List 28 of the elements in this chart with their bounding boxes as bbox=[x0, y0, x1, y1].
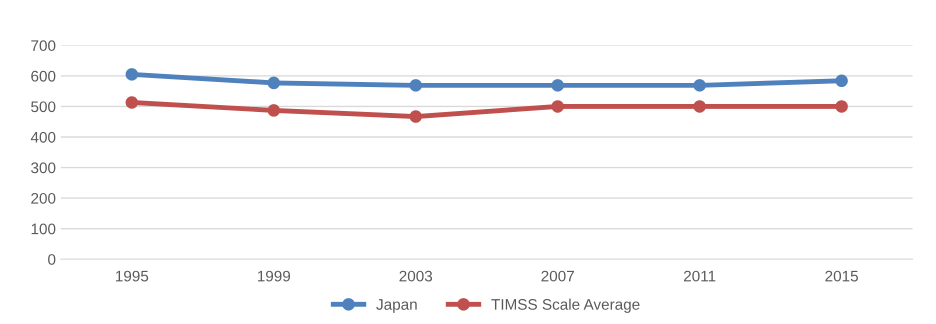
point bbox=[693, 79, 706, 92]
point bbox=[693, 100, 706, 113]
x-tick-label: 2007 bbox=[541, 270, 574, 282]
point bbox=[551, 79, 564, 92]
y-tick-label: 600 bbox=[31, 70, 56, 82]
x-tick-label: 2003 bbox=[400, 270, 432, 282]
point bbox=[126, 96, 138, 109]
point bbox=[409, 110, 422, 123]
point bbox=[551, 100, 564, 113]
y-tick-label: 0 bbox=[48, 254, 56, 265]
legend-label: TIMSS Scale Average bbox=[491, 298, 640, 313]
y-tick-label: 400 bbox=[30, 132, 56, 143]
y-tick-label: 300 bbox=[31, 162, 56, 174]
x-tick-label: 1999 bbox=[258, 270, 290, 282]
point bbox=[268, 76, 280, 90]
x-tick-label: 1995 bbox=[116, 270, 148, 282]
legend-label: Japan bbox=[376, 299, 417, 313]
y-tick-label: 500 bbox=[31, 101, 56, 112]
point bbox=[268, 104, 280, 117]
point bbox=[835, 74, 848, 88]
y-tick-label: 100 bbox=[32, 224, 56, 234]
point bbox=[409, 79, 422, 92]
point bbox=[126, 68, 138, 81]
x-tick-label: 2015 bbox=[825, 270, 858, 282]
y-tick-label: 700 bbox=[31, 40, 56, 52]
y-tick-label: 200 bbox=[31, 192, 56, 204]
point bbox=[835, 100, 848, 113]
x-tick-label: 2011 bbox=[684, 270, 716, 282]
